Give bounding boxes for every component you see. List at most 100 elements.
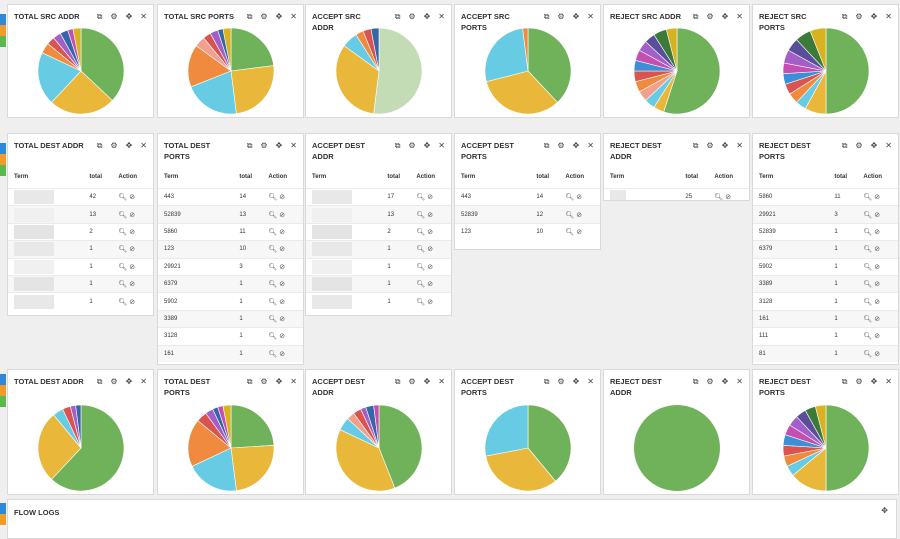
exclude-icon[interactable]: ⊘: [279, 298, 288, 306]
row-tab-orange[interactable]: [0, 25, 6, 36]
search-icon[interactable]: 🔍︎: [416, 246, 428, 254]
row-tab-blue[interactable]: [0, 503, 6, 514]
exclude-icon[interactable]: ⊘: [129, 228, 138, 236]
column-header[interactable]: Term: [312, 174, 327, 180]
table-row[interactable]: 42 🔍︎⊘: [8, 187, 153, 206]
column-header[interactable]: Term: [164, 174, 179, 180]
pie-slice[interactable]: [484, 404, 528, 457]
pie-slice[interactable]: [191, 447, 237, 492]
exclude-icon[interactable]: ⊘: [279, 350, 288, 358]
move-icon[interactable]: ✥: [572, 377, 580, 386]
search-icon[interactable]: 🔍︎: [118, 246, 130, 254]
move-icon[interactable]: ✥: [275, 377, 283, 386]
copy-icon[interactable]: ⧉: [394, 141, 401, 150]
pie-slice[interactable]: [222, 27, 231, 72]
close-icon[interactable]: ✕: [885, 141, 892, 150]
copy-icon[interactable]: ⧉: [96, 377, 103, 386]
column-header[interactable]: Action: [416, 174, 436, 180]
copy-icon[interactable]: ⧉: [543, 12, 550, 21]
search-icon[interactable]: 🔍︎: [118, 298, 130, 306]
exclude-icon[interactable]: ⊘: [279, 211, 288, 219]
table-row[interactable]: 81 1 🔍︎⊘: [753, 344, 898, 362]
table-row[interactable]: 13 🔍︎⊘: [8, 205, 153, 224]
search-icon[interactable]: 🔍︎: [863, 194, 875, 202]
move-icon[interactable]: ✥: [721, 377, 729, 386]
search-icon[interactable]: 🔍︎: [268, 246, 280, 254]
search-icon[interactable]: 🔍︎: [863, 350, 875, 358]
move-icon[interactable]: ✥: [125, 377, 133, 386]
table-row[interactable]: 25 🔍︎⊘: [604, 188, 749, 200]
gear-icon[interactable]: ⚙: [260, 141, 268, 150]
table-row[interactable]: 1 🔍︎⊘: [8, 292, 153, 310]
table-row[interactable]: 161 1 🔍︎⊘: [753, 309, 898, 328]
table-row[interactable]: 52839 12 🔍︎⊘: [455, 205, 600, 224]
table-row[interactable]: 52839 13 🔍︎⊘: [158, 205, 303, 224]
exclude-icon[interactable]: ⊘: [427, 211, 436, 219]
table-row[interactable]: 6379 1 🔍︎⊘: [753, 240, 898, 259]
search-icon[interactable]: 🔍︎: [118, 211, 130, 219]
search-icon[interactable]: 🔍︎: [118, 281, 130, 289]
column-header[interactable]: total: [834, 174, 848, 180]
column-header[interactable]: total: [685, 174, 699, 180]
search-icon[interactable]: 🔍︎: [268, 228, 280, 236]
move-icon[interactable]: ✥: [572, 141, 580, 150]
gear-icon[interactable]: ⚙: [855, 12, 863, 21]
copy-icon[interactable]: ⧉: [841, 141, 848, 150]
table-row[interactable]: 111 1 🔍︎⊘: [753, 327, 898, 346]
pie-slice[interactable]: [485, 70, 558, 115]
table-row[interactable]: 5902 1 🔍︎⊘: [158, 292, 303, 311]
exclude-icon[interactable]: ⊘: [279, 315, 288, 323]
pie-slice[interactable]: [335, 45, 379, 114]
row1-side-tabs[interactable]: [0, 14, 6, 47]
move-icon[interactable]: ✥: [721, 12, 729, 21]
pie-slice[interactable]: [809, 27, 826, 72]
search-icon[interactable]: 🔍︎: [863, 246, 875, 254]
search-icon[interactable]: 🔍︎: [268, 194, 280, 202]
search-icon[interactable]: 🔍︎: [118, 228, 130, 236]
row4-side-tabs[interactable]: [0, 503, 6, 525]
close-icon[interactable]: ✕: [587, 141, 594, 150]
gear-icon[interactable]: ⚙: [855, 141, 863, 150]
gear-icon[interactable]: ⚙: [110, 377, 118, 386]
gear-icon[interactable]: ⚙: [408, 377, 416, 386]
close-icon[interactable]: ✕: [290, 377, 297, 386]
gear-icon[interactable]: ⚙: [408, 141, 416, 150]
table-row[interactable]: 5902 1 🔍︎⊘: [753, 257, 898, 276]
exclude-icon[interactable]: ⊘: [279, 333, 288, 341]
exclude-icon[interactable]: ⊘: [427, 246, 436, 254]
table-row[interactable]: 3128 1 🔍︎⊘: [158, 327, 303, 346]
close-icon[interactable]: ✕: [885, 12, 892, 21]
copy-icon[interactable]: ⧉: [841, 12, 848, 21]
gear-icon[interactable]: ⚙: [855, 377, 863, 386]
column-header[interactable]: total: [239, 174, 253, 180]
pie-slice[interactable]: [80, 27, 124, 101]
pie-slice[interactable]: [335, 429, 395, 492]
pie-slice[interactable]: [372, 27, 422, 115]
exclude-icon[interactable]: ⊘: [576, 194, 585, 202]
exclude-icon[interactable]: ⊘: [427, 298, 436, 306]
gear-icon[interactable]: ⚙: [557, 141, 565, 150]
move-icon[interactable]: ✥: [423, 12, 431, 21]
pie-slice[interactable]: [230, 27, 274, 72]
move-icon[interactable]: ✥: [721, 141, 729, 150]
gear-icon[interactable]: ⚙: [706, 12, 714, 21]
close-icon[interactable]: ✕: [587, 12, 594, 21]
pie-slice[interactable]: [72, 27, 81, 72]
close-icon[interactable]: ✕: [438, 377, 445, 386]
copy-icon[interactable]: ⧉: [246, 377, 253, 386]
column-header[interactable]: Term: [610, 174, 625, 180]
pie-slice[interactable]: [521, 27, 528, 72]
table-row[interactable]: 13 🔍︎⊘: [306, 205, 451, 224]
exclude-icon[interactable]: ⊘: [874, 350, 883, 358]
close-icon[interactable]: ✕: [140, 377, 147, 386]
search-icon[interactable]: 🔍︎: [863, 281, 875, 289]
table-row[interactable]: 123 10 🔍︎⊘: [455, 222, 600, 241]
exclude-icon[interactable]: ⊘: [874, 228, 883, 236]
move-icon[interactable]: ✥: [125, 12, 133, 21]
table-row[interactable]: 17 🔍︎⊘: [306, 187, 451, 206]
close-icon[interactable]: ✕: [587, 377, 594, 386]
pie-slice[interactable]: [484, 28, 528, 83]
table-row[interactable]: 2 🔍︎⊘: [306, 222, 451, 241]
exclude-icon[interactable]: ⊘: [874, 315, 883, 323]
search-icon[interactable]: 🔍︎: [416, 281, 428, 289]
